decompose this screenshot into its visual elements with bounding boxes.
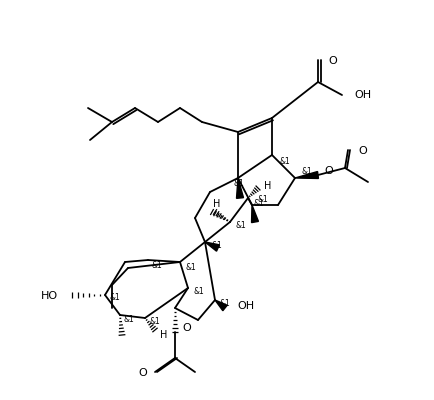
Text: &1: &1 (193, 288, 204, 296)
Text: &1: &1 (124, 316, 135, 324)
Polygon shape (215, 300, 227, 311)
Text: O: O (324, 166, 333, 176)
Text: &1: &1 (152, 262, 163, 270)
Polygon shape (295, 172, 319, 178)
Text: H: H (160, 330, 168, 340)
Text: &1: &1 (279, 158, 290, 166)
Text: &1: &1 (236, 222, 247, 230)
Polygon shape (237, 178, 243, 198)
Text: H: H (264, 181, 271, 191)
Text: &1: &1 (220, 300, 231, 308)
Text: O: O (328, 56, 337, 66)
Text: O: O (182, 323, 191, 333)
Text: &1: &1 (301, 168, 312, 176)
Text: OH: OH (354, 90, 371, 100)
Polygon shape (205, 242, 220, 251)
Text: O: O (358, 146, 367, 156)
Text: O: O (138, 368, 147, 378)
Text: &1: &1 (185, 264, 196, 272)
Text: &1: &1 (149, 318, 160, 326)
Text: &1: &1 (254, 200, 265, 208)
Text: &1: &1 (110, 292, 121, 302)
Text: H: H (214, 199, 220, 209)
Text: &1: &1 (233, 180, 244, 188)
Text: OH: OH (237, 301, 254, 311)
Text: &1: &1 (258, 196, 269, 204)
Text: HO: HO (41, 291, 58, 301)
Text: &1: &1 (211, 242, 222, 250)
Polygon shape (252, 205, 258, 223)
